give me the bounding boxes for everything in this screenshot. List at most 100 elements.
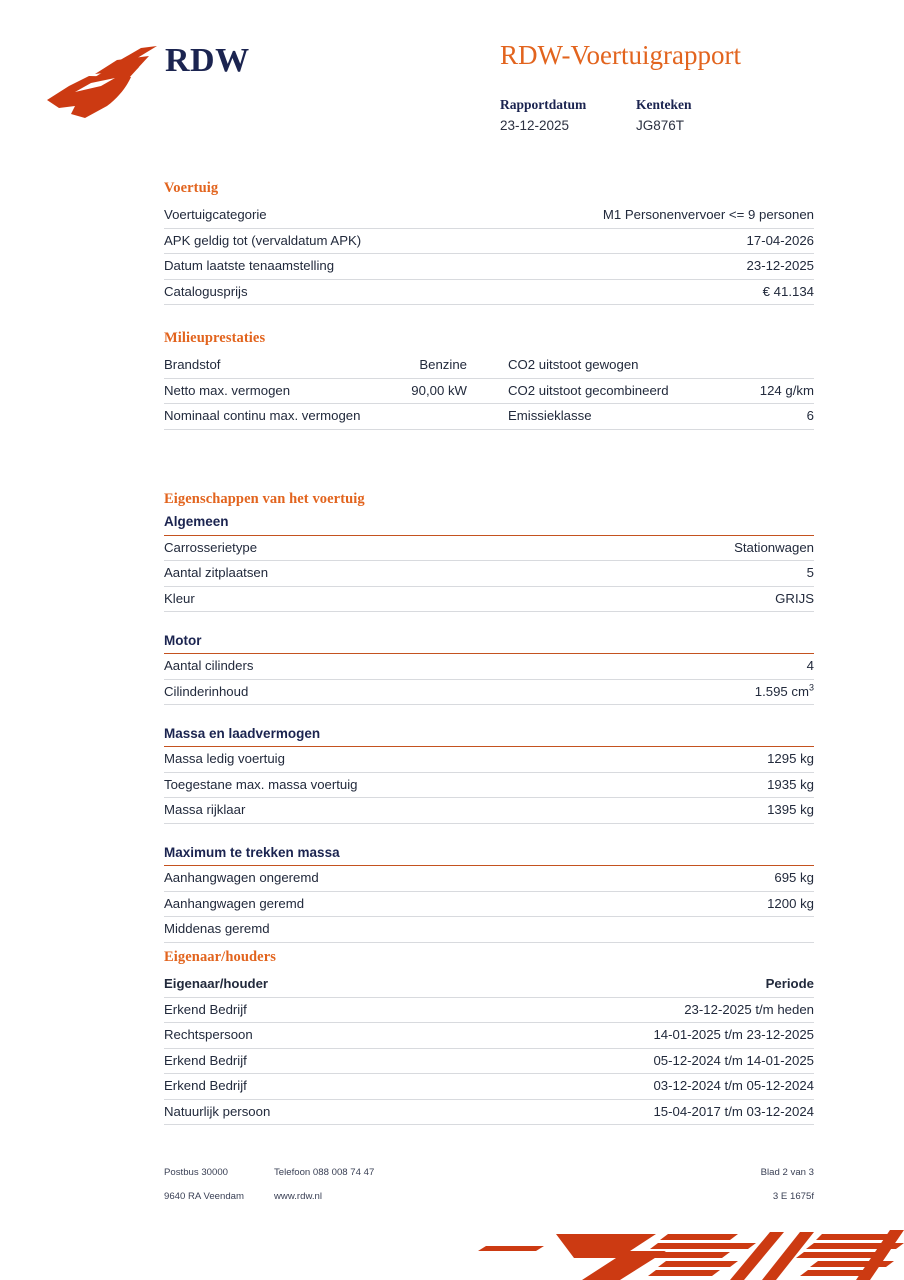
row-label: Middenas geremd bbox=[164, 916, 489, 943]
row-label: Kleur bbox=[164, 586, 489, 613]
table-row: Middenas geremd bbox=[164, 916, 814, 943]
table-row: Erkend Bedrijf 23-12-2025 t/m heden bbox=[164, 997, 814, 1024]
row-value: 1200 kg bbox=[489, 891, 814, 918]
row-period: 05-12-2024 t/m 14-01-2025 bbox=[489, 1048, 814, 1075]
table-header-row: Eigenaar/houder Periode bbox=[164, 972, 814, 998]
rdw-feather-logo-icon bbox=[47, 46, 157, 118]
footer-form-code: 3 E 1675f bbox=[772, 1190, 814, 1202]
row-value: GRIJS bbox=[489, 586, 814, 613]
row-label: Carrosserietype bbox=[164, 535, 489, 562]
row-value-cilinderinhoud: 1.595 cm3 bbox=[489, 679, 814, 706]
table-row: Netto max. vermogen 90,00 kW CO2 uitstoo… bbox=[164, 378, 814, 405]
group-divider bbox=[164, 653, 814, 655]
row-value bbox=[489, 916, 814, 943]
footer-address-line1: Postbus 30000 bbox=[164, 1167, 229, 1178]
group-divider bbox=[164, 746, 814, 748]
row-label: Aanhangwagen geremd bbox=[164, 891, 489, 918]
report-header: RDW RDW-Voertuigrapport Rapportdatum 23-… bbox=[0, 0, 904, 170]
group-massa-title: Massa en laadvermogen bbox=[164, 726, 321, 742]
column-header-period: Periode bbox=[489, 972, 814, 998]
row-value: 23-12-2025 bbox=[489, 253, 814, 280]
meta-kenteken: Kenteken JG876T bbox=[636, 96, 772, 136]
row-label-secondary: CO2 uitstoot gecombineerd bbox=[508, 378, 698, 405]
table-row: Rechtspersoon 14-01-2025 t/m 23-12-2025 bbox=[164, 1022, 814, 1049]
row-label: Massa ledig voertuig bbox=[164, 747, 489, 773]
section-milieuprestaties: Milieuprestaties Brandstof Benzine CO2 u… bbox=[164, 330, 814, 430]
section-eigenschappen: Eigenschappen van het voertuig Algemeen … bbox=[164, 491, 814, 943]
table-row: APK geldig tot (vervaldatum APK) 17-04-2… bbox=[164, 228, 814, 255]
footer-row-2: 9640 RA Veendam www.rdw.nl 3 E 1675f bbox=[164, 1190, 814, 1202]
row-value: 1.595 cm bbox=[754, 683, 809, 699]
row-label-secondary: Emissieklasse bbox=[508, 403, 698, 430]
section-milieuprestaties-title: Milieuprestaties bbox=[164, 330, 266, 346]
column-header-owner: Eigenaar/houder bbox=[164, 972, 489, 998]
row-value-secondary: 124 g/km bbox=[698, 378, 814, 405]
footer-page-number: Blad 2 van 3 bbox=[760, 1167, 814, 1178]
row-period: 23-12-2025 t/m heden bbox=[489, 997, 814, 1024]
group-motor-title: Motor bbox=[164, 633, 202, 649]
group-divider bbox=[164, 534, 814, 536]
voertuig-table: Voertuigcategorie M1 Personenvervoer <= … bbox=[164, 203, 814, 306]
row-label: Massa rijklaar bbox=[164, 797, 489, 824]
row-owner: Erkend Bedrijf bbox=[164, 1048, 489, 1075]
row-label: Aanhangwagen ongeremd bbox=[164, 866, 489, 892]
row-label: Voertuigcategorie bbox=[164, 203, 489, 229]
section-eigenaar-title: Eigenaar/houders bbox=[164, 949, 276, 965]
row-value bbox=[369, 403, 508, 430]
row-label: Datum laatste tenaamstelling bbox=[164, 253, 489, 280]
massa-table: Massa ledig voertuig 1295 kg Toegestane … bbox=[164, 747, 814, 824]
row-value: M1 Personenvervoer <= 9 personen bbox=[489, 203, 814, 229]
table-row: Erkend Bedrijf 03-12-2024 t/m 05-12-2024 bbox=[164, 1073, 814, 1100]
group-algemeen: Algemeen Carrosserietype Stationwagen Aa… bbox=[164, 514, 814, 613]
group-divider bbox=[164, 865, 814, 867]
rdw-logo: RDW bbox=[45, 38, 255, 128]
row-period: 15-04-2017 t/m 03-12-2024 bbox=[489, 1099, 814, 1126]
meta-rapportdatum: Rapportdatum 23-12-2025 bbox=[500, 96, 636, 136]
row-label: Brandstof bbox=[164, 353, 369, 379]
row-value: 695 kg bbox=[489, 866, 814, 892]
row-label: Cilinderinhoud bbox=[164, 679, 489, 706]
section-voertuig-title: Voertuig bbox=[164, 180, 219, 196]
row-value: Stationwagen bbox=[489, 535, 814, 562]
row-label: Netto max. vermogen bbox=[164, 378, 369, 405]
row-period: 03-12-2024 t/m 05-12-2024 bbox=[489, 1073, 814, 1100]
table-row: Carrosserietype Stationwagen bbox=[164, 535, 814, 562]
table-row: Aantal zitplaatsen 5 bbox=[164, 560, 814, 587]
bottom-speed-stripes-graphic bbox=[470, 1218, 904, 1280]
row-value: 1935 kg bbox=[489, 772, 814, 799]
row-value: 1295 kg bbox=[489, 747, 814, 773]
algemeen-table: Carrosserietype Stationwagen Aantal zitp… bbox=[164, 535, 814, 613]
table-row: Aantal cilinders 4 bbox=[164, 654, 814, 680]
row-owner: Rechtspersoon bbox=[164, 1022, 489, 1049]
table-row: Toegestane max. massa voertuig 1935 kg bbox=[164, 772, 814, 799]
row-owner: Erkend Bedrijf bbox=[164, 997, 489, 1024]
table-row: Datum laatste tenaamstelling 23-12-2025 bbox=[164, 253, 814, 280]
footer-website[interactable]: www.rdw.nl bbox=[274, 1190, 322, 1202]
row-value-secondary: 6 bbox=[698, 403, 814, 430]
report-meta: Rapportdatum 23-12-2025 Kenteken JG876T bbox=[500, 96, 772, 136]
footer-row-1: Postbus 30000 Telefoon 088 008 74 47 Bla… bbox=[164, 1168, 814, 1178]
row-value: € 41.134 bbox=[489, 279, 814, 306]
section-voertuig: Voertuig Voertuigcategorie M1 Personenve… bbox=[164, 180, 814, 306]
footer-phone: Telefoon 088 008 74 47 bbox=[274, 1167, 375, 1178]
rdw-logo-text: RDW bbox=[165, 42, 250, 79]
group-motor: Motor Aantal cilinders 4 Cilinderinhoud … bbox=[164, 633, 814, 706]
meta-rapportdatum-value: 23-12-2025 bbox=[500, 118, 570, 134]
section-eigenschappen-title: Eigenschappen van het voertuig bbox=[164, 491, 365, 507]
footer-address-line2: 9640 RA Veendam bbox=[164, 1190, 245, 1202]
row-value: 90,00 kW bbox=[369, 378, 508, 405]
row-value-secondary bbox=[698, 353, 814, 379]
milieuprestaties-table: Brandstof Benzine CO2 uitstoot gewogen N… bbox=[164, 353, 814, 430]
table-row: Aanhangwagen geremd 1200 kg bbox=[164, 891, 814, 918]
row-value: 1395 kg bbox=[489, 797, 814, 824]
table-row: Catalogusprijs € 41.134 bbox=[164, 279, 814, 306]
table-row: Natuurlijk persoon 15-04-2017 t/m 03-12-… bbox=[164, 1099, 814, 1126]
table-row: Cilinderinhoud 1.595 cm3 bbox=[164, 679, 814, 706]
group-trekken-massa: Maximum te trekken massa Aanhangwagen on… bbox=[164, 845, 814, 943]
table-row: Massa rijklaar 1395 kg bbox=[164, 797, 814, 824]
speed-stripes-icon bbox=[478, 1230, 904, 1280]
row-label: Catalogusprijs bbox=[164, 279, 489, 306]
row-label: APK geldig tot (vervaldatum APK) bbox=[164, 228, 489, 255]
table-row: Erkend Bedrijf 05-12-2024 t/m 14-01-2025 bbox=[164, 1048, 814, 1075]
